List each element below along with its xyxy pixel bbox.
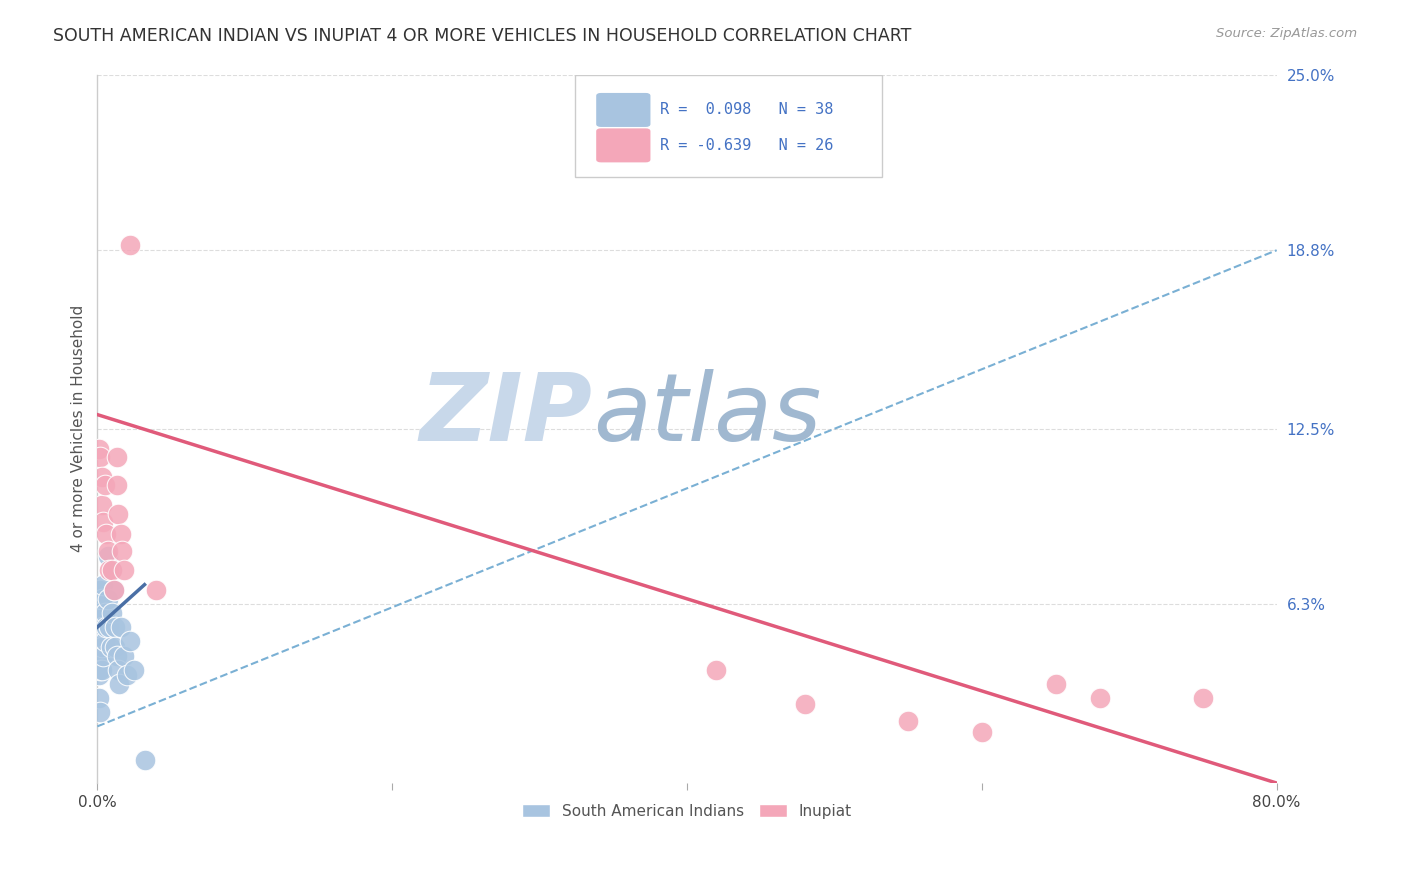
Point	[103, 583, 125, 598]
Point	[1192, 691, 1215, 706]
Point	[897, 714, 920, 728]
Point	[87, 442, 110, 456]
Point	[1088, 691, 1111, 706]
FancyBboxPatch shape	[596, 128, 651, 162]
Point	[108, 677, 131, 691]
Point	[93, 606, 115, 620]
Text: Source: ZipAtlas.com: Source: ZipAtlas.com	[1216, 27, 1357, 40]
Point	[98, 620, 121, 634]
Point	[89, 450, 111, 464]
Point	[93, 634, 115, 648]
Point	[970, 725, 993, 739]
FancyBboxPatch shape	[575, 75, 882, 178]
Text: R = -0.639   N = 26: R = -0.639 N = 26	[659, 138, 834, 153]
Point	[110, 526, 132, 541]
Text: R =  0.098   N = 38: R = 0.098 N = 38	[659, 103, 834, 118]
Point	[89, 612, 111, 626]
Point	[91, 516, 114, 530]
Point	[100, 640, 122, 654]
Point	[97, 591, 120, 606]
Point	[87, 606, 110, 620]
Point	[87, 668, 110, 682]
Point	[89, 634, 111, 648]
Point	[90, 591, 112, 606]
Point	[104, 620, 127, 634]
Point	[91, 620, 114, 634]
Point	[97, 549, 120, 564]
Point	[118, 634, 141, 648]
Point	[89, 705, 111, 719]
Point	[107, 663, 129, 677]
Text: SOUTH AMERICAN INDIAN VS INUPIAT 4 OR MORE VEHICLES IN HOUSEHOLD CORRELATION CHA: SOUTH AMERICAN INDIAN VS INUPIAT 4 OR MO…	[53, 27, 912, 45]
Point	[105, 648, 128, 663]
Point	[105, 450, 128, 464]
Point	[101, 564, 124, 578]
Point	[89, 663, 111, 677]
Y-axis label: 4 or more Vehicles in Household: 4 or more Vehicles in Household	[72, 305, 86, 552]
Point	[112, 564, 135, 578]
Point	[101, 606, 124, 620]
FancyBboxPatch shape	[596, 93, 651, 127]
Point	[118, 237, 141, 252]
Point	[112, 648, 135, 663]
Point	[96, 526, 118, 541]
Point	[110, 620, 132, 634]
Point	[105, 478, 128, 492]
Point	[1045, 677, 1067, 691]
Point	[103, 583, 125, 598]
Point	[122, 663, 145, 677]
Point	[90, 663, 112, 677]
Point	[90, 620, 112, 634]
Point	[706, 663, 728, 677]
Point	[87, 629, 110, 643]
Point	[93, 478, 115, 492]
Point	[107, 507, 129, 521]
Point	[97, 543, 120, 558]
Point	[89, 583, 111, 598]
Point	[145, 583, 167, 598]
Point	[111, 543, 134, 558]
Point	[91, 577, 114, 591]
Point	[90, 470, 112, 484]
Point	[115, 668, 138, 682]
Point	[794, 697, 817, 711]
Point	[134, 753, 156, 767]
Point	[98, 564, 121, 578]
Legend: South American Indians, Inupiat: South American Indians, Inupiat	[516, 797, 858, 825]
Text: ZIP: ZIP	[420, 368, 593, 460]
Point	[91, 648, 114, 663]
Point	[87, 648, 110, 663]
Point	[87, 691, 110, 706]
Point	[96, 620, 118, 634]
Text: atlas: atlas	[593, 369, 821, 460]
Point	[90, 640, 112, 654]
Point	[101, 564, 124, 578]
Point	[104, 640, 127, 654]
Point	[90, 498, 112, 512]
